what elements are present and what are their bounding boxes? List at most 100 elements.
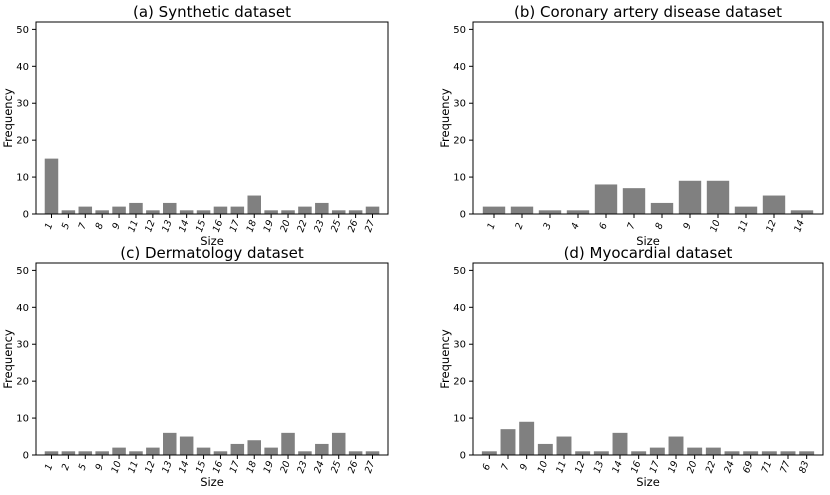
bar-17 [230, 206, 245, 214]
bar-13 [593, 451, 609, 455]
bar-22 [298, 206, 312, 214]
x-tick-label: 13 [160, 460, 174, 475]
y-tick-label: 20 [16, 136, 29, 147]
x-tick-label: 10 [109, 460, 123, 475]
x-tick-label: 8 [94, 221, 106, 230]
x-tick-label: 27 [363, 460, 377, 475]
x-axis-label: Size [200, 475, 224, 489]
bar-19 [264, 210, 278, 214]
bar-6 [594, 184, 618, 214]
x-tick-label: 7 [77, 221, 89, 230]
x-tick-label: 1 [43, 221, 55, 230]
x-tick-label: 26 [346, 460, 360, 475]
panel-d-chart: (d) Myocardial dataset 0 10 20 30 40 50 6 7 9 10 11… [438, 244, 824, 489]
x-tick-label: 12 [573, 460, 587, 475]
bar-17 [230, 443, 245, 455]
chart-title: (b) Coronary artery disease dataset [514, 3, 782, 21]
y-tick-label: 20 [453, 136, 466, 147]
bar-1 [44, 451, 59, 455]
y-tick-label: 40 [16, 303, 29, 314]
bar-83 [799, 451, 815, 455]
x-tick-label: 11 [126, 460, 140, 475]
y-tick-label: 30 [16, 99, 29, 110]
y-tick-label: 10 [16, 173, 29, 184]
x-tick-label: 10 [536, 460, 550, 475]
bar-16 [631, 451, 647, 455]
bar-14 [179, 210, 194, 214]
y-tick-label: 0 [460, 210, 466, 221]
x-tick-label: 7 [499, 462, 511, 471]
bar-14 [790, 210, 814, 214]
x-tick-label: 17 [228, 460, 242, 475]
y-axis-label: Frequency [1, 88, 15, 148]
y-tick-label: 30 [453, 99, 466, 110]
x-tick-label: 12 [143, 460, 157, 475]
x-tick-label: 17 [648, 460, 662, 475]
x-tick-label: 20 [278, 219, 292, 234]
x-tick-label: 11 [736, 219, 750, 234]
bar-6 [481, 451, 497, 455]
bar-23 [315, 202, 329, 214]
x-tick-label: 9 [111, 221, 123, 230]
x-axis-label: Size [636, 475, 660, 489]
y-tick-label: 30 [453, 340, 466, 351]
y-axis-label: Frequency [1, 329, 15, 389]
x-tick-label: 12 [764, 219, 778, 234]
y-tick-label: 50 [16, 266, 29, 277]
bar-20 [687, 447, 703, 455]
bar-15 [196, 210, 211, 214]
bar-7 [500, 429, 516, 455]
bar-27 [365, 451, 380, 455]
x-tick-label: 14 [177, 219, 191, 234]
bar-11 [734, 206, 758, 214]
bar-23 [298, 451, 312, 455]
x-tick-label: 18 [245, 219, 259, 234]
x-tick-label: 14 [792, 219, 806, 234]
x-tick-label: 20 [685, 460, 699, 475]
x-tick-label: 10 [708, 219, 722, 234]
x-tick-label: 20 [278, 460, 292, 475]
bar-9 [95, 451, 109, 455]
y-tick-label: 10 [16, 414, 29, 425]
x-tick-label: 77 [778, 460, 792, 475]
x-tick-label: 25 [329, 219, 343, 234]
x-tick-label: 23 [312, 219, 326, 234]
x-tick-label: 22 [295, 219, 309, 234]
x-tick-label: 13 [160, 219, 174, 234]
x-tick-label: 6 [481, 462, 493, 471]
x-tick-label: 25 [329, 460, 343, 475]
chart-title: (c) Dermatology dataset [120, 244, 304, 262]
y-tick-label: 0 [23, 451, 29, 462]
x-tick-label: 69 [741, 460, 755, 475]
y-tick-label: 0 [23, 210, 29, 221]
bar-19 [668, 436, 684, 455]
bar-5 [61, 210, 76, 214]
plot-frame [472, 21, 824, 215]
y-tick-label: 30 [16, 340, 29, 351]
bar-13 [163, 432, 177, 455]
bar-25 [331, 432, 346, 455]
x-tick-label: 14 [610, 460, 624, 475]
y-axis-label: Frequency [438, 329, 452, 389]
bar-7 [622, 188, 646, 214]
x-tick-label: 11 [554, 460, 568, 475]
bar-13 [163, 202, 177, 214]
x-tick-label: 12 [143, 219, 157, 234]
bar-8 [650, 202, 674, 214]
x-tick-label: 9 [94, 462, 106, 471]
x-tick-label: 15 [194, 219, 208, 234]
bar-16 [213, 206, 228, 214]
x-tick-label: 26 [346, 219, 360, 234]
bar-8 [95, 210, 109, 214]
y-tick-label: 0 [460, 451, 466, 462]
plot-frame [472, 262, 824, 456]
y-tick-label: 40 [16, 62, 29, 73]
bar-12 [762, 195, 786, 214]
bar-14 [179, 436, 194, 455]
bar-2 [61, 451, 76, 455]
x-axis-label: Size [200, 234, 224, 248]
panel-b-chart: (b) Coronary artery disease dataset 0 10 20… [438, 3, 824, 248]
y-tick-label: 40 [453, 62, 466, 73]
bar-9 [519, 421, 535, 455]
